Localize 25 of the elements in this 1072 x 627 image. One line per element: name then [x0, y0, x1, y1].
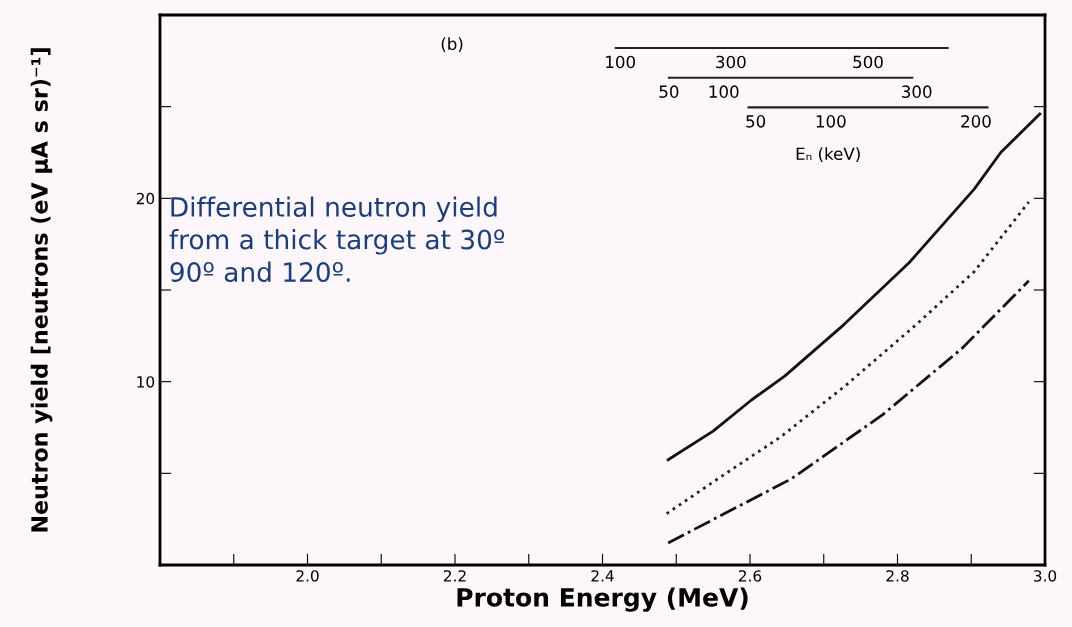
y-tick-label: 10 [137, 376, 155, 388]
annotation: 100 [709, 85, 739, 98]
annotation: (b) [441, 37, 463, 53]
annotation: 50 [659, 85, 679, 98]
annotation: 50 [746, 115, 766, 128]
line-series [666, 279, 1031, 545]
x-tick-label: 2.6 [738, 570, 762, 582]
annotation: 300 [716, 55, 746, 69]
annotation: 300 [902, 85, 932, 98]
x-tick-label: 2.4 [591, 570, 614, 582]
annotation: Eₙ (keV) [796, 147, 860, 163]
annotation: 200 [961, 115, 991, 128]
annotation: 500 [853, 55, 883, 69]
annotation: Differential neutron yield from a thick target at 30º 90º and 120º. [169, 196, 505, 283]
x-tick-label: 2.8 [886, 570, 909, 582]
annotation: 100 [606, 55, 635, 69]
x-tick-label: 3.0 [1034, 570, 1057, 582]
x-tick-label: 2.0 [296, 570, 319, 582]
y-axis-title: Neutron yield [neutrons (eV μA s sr)⁻¹] [30, 48, 53, 532]
y-tick-label: 20 [136, 192, 155, 205]
line-series [666, 112, 1042, 462]
line-series [665, 200, 1031, 516]
x-axis-title: Proton Energy (MeV) [457, 587, 748, 612]
annotation: 100 [816, 115, 846, 128]
x-tick-label: 2.2 [443, 570, 466, 582]
